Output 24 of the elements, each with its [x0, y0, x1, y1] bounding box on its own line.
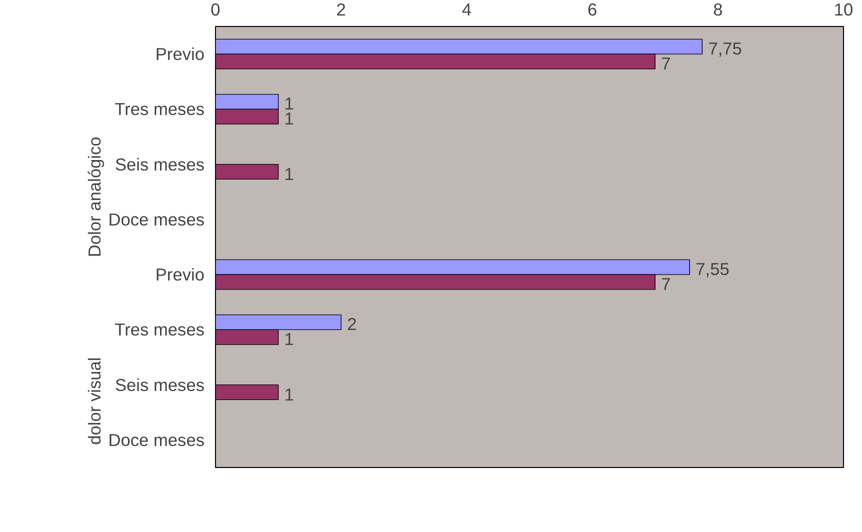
- x-tick-label: 4: [462, 0, 472, 20]
- y-tick-label: Previo: [155, 44, 205, 64]
- y-tick-label: Tres meses: [114, 99, 205, 120]
- x-tick-label: 6: [587, 0, 598, 20]
- data-label: 7: [661, 54, 671, 74]
- y-tick-label: Doce meses: [108, 209, 205, 230]
- y-tick-label: Seis meses: [114, 154, 205, 174]
- x-tick-label: 2: [336, 0, 346, 20]
- y-tick-label: Doce meses: [108, 430, 205, 450]
- data-label: 7,75: [708, 38, 742, 59]
- data-label: 2: [347, 314, 357, 334]
- x-tick-label: 10: [834, 0, 854, 20]
- y-tick-label: Previo: [155, 264, 205, 285]
- x-tick-label: 8: [713, 0, 723, 20]
- data-label: 7,55: [696, 259, 730, 280]
- x-tick-label: 0: [210, 0, 220, 20]
- y-tick-label: Tres meses: [114, 320, 205, 340]
- data-label: 1: [284, 384, 294, 404]
- data-label: 7: [661, 274, 671, 294]
- data-label: 1: [284, 164, 294, 184]
- data-label: 1: [284, 329, 294, 350]
- y-tick-label: Seis meses: [114, 374, 205, 395]
- text: dolor visual: [84, 357, 104, 445]
- text: Dolor analógico: [84, 136, 104, 258]
